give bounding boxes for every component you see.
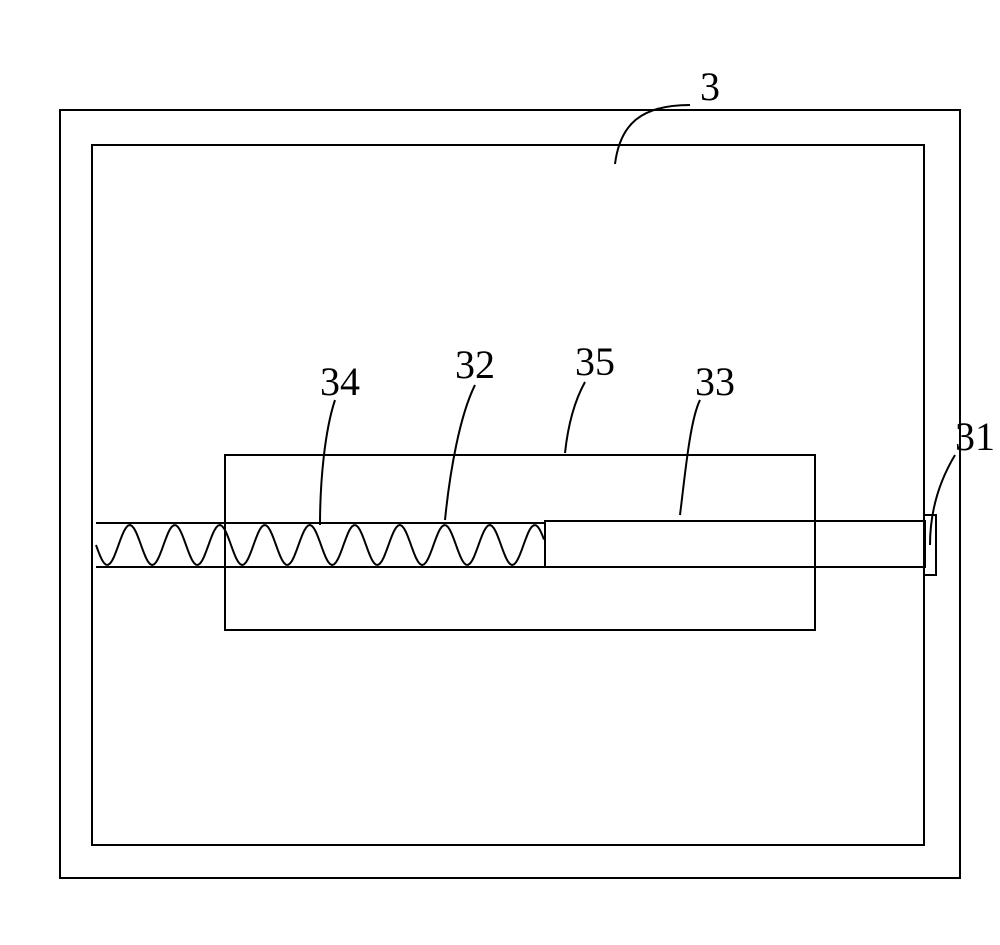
leader-31 bbox=[930, 455, 955, 545]
label-34: 34 bbox=[320, 359, 360, 404]
component-35-box bbox=[225, 455, 815, 630]
leader-32 bbox=[445, 385, 475, 520]
inner-frame bbox=[92, 145, 924, 845]
leader-34 bbox=[320, 400, 335, 525]
label-31: 31 bbox=[955, 414, 995, 459]
leader-3 bbox=[615, 105, 690, 164]
diagram-canvas: 3 31 32 33 34 35 bbox=[0, 0, 1000, 945]
outer-frame bbox=[60, 110, 960, 878]
label-35: 35 bbox=[575, 339, 615, 384]
leader-35 bbox=[565, 382, 585, 453]
component-33-rod bbox=[545, 521, 925, 567]
leader-33 bbox=[680, 400, 700, 515]
label-3: 3 bbox=[700, 64, 720, 109]
label-32: 32 bbox=[455, 342, 495, 387]
component-screw bbox=[96, 523, 545, 567]
screw-thread-wave bbox=[96, 525, 544, 565]
label-33: 33 bbox=[695, 359, 735, 404]
